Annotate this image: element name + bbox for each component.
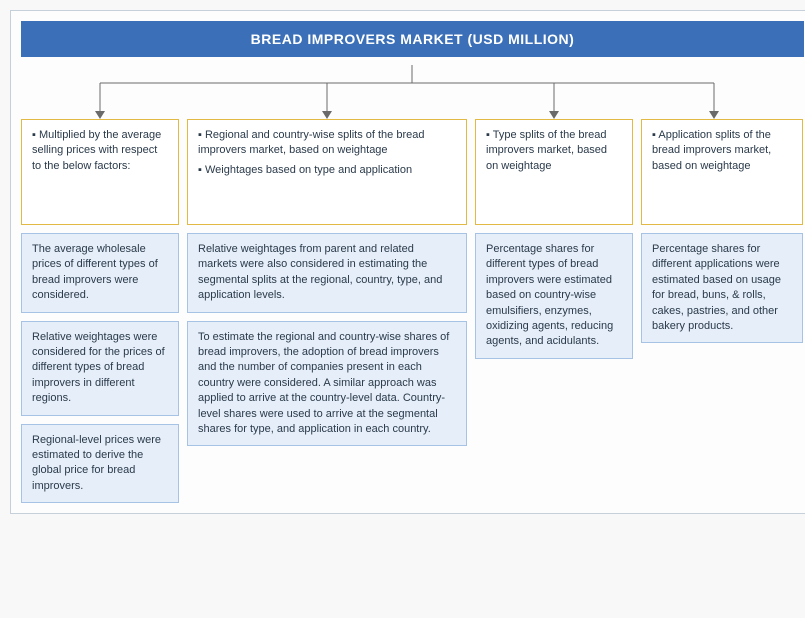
bullet-text: Type splits of the bread improvers marke… — [486, 128, 622, 174]
bullet-text: Multiplied by the average selling prices… — [32, 128, 168, 174]
regional-splits-box: Regional and country-wise splits of the … — [187, 119, 467, 225]
application-splits-box: Application splits of the bread improver… — [641, 119, 803, 225]
connector-lines — [21, 65, 804, 119]
bullet-text: Regional and country-wise splits of the … — [198, 128, 456, 159]
diagram-frame: BREAD IMPROVERS MARKET (USD MILLION) Mul — [10, 10, 805, 514]
type-detail-box: Percentage shares for different types of… — [475, 233, 633, 359]
pricing-factors-box: Multiplied by the average selling prices… — [21, 119, 179, 225]
regional-detail-box: To estimate the regional and country-wis… — [187, 321, 467, 447]
pricing-detail-box: The average wholesale prices of differen… — [21, 233, 179, 313]
type-splits-box: Type splits of the bread improvers marke… — [475, 119, 633, 225]
column-regional: Regional and country-wise splits of the … — [187, 119, 467, 446]
bullet-text: Weightages based on type and application — [198, 163, 456, 178]
columns-container: Multiplied by the average selling prices… — [21, 119, 804, 503]
column-pricing: Multiplied by the average selling prices… — [21, 119, 179, 503]
diagram-title: BREAD IMPROVERS MARKET (USD MILLION) — [21, 21, 804, 57]
application-detail-box: Percentage shares for different applicat… — [641, 233, 803, 343]
column-application: Application splits of the bread improver… — [641, 119, 803, 343]
regional-detail-box: Relative weightages from parent and rela… — [187, 233, 467, 313]
pricing-detail-box: Regional-level prices were estimated to … — [21, 424, 179, 504]
column-type: Type splits of the bread improvers marke… — [475, 119, 633, 359]
bullet-text: Application splits of the bread improver… — [652, 128, 792, 174]
pricing-detail-box: Relative weightages were considered for … — [21, 321, 179, 416]
